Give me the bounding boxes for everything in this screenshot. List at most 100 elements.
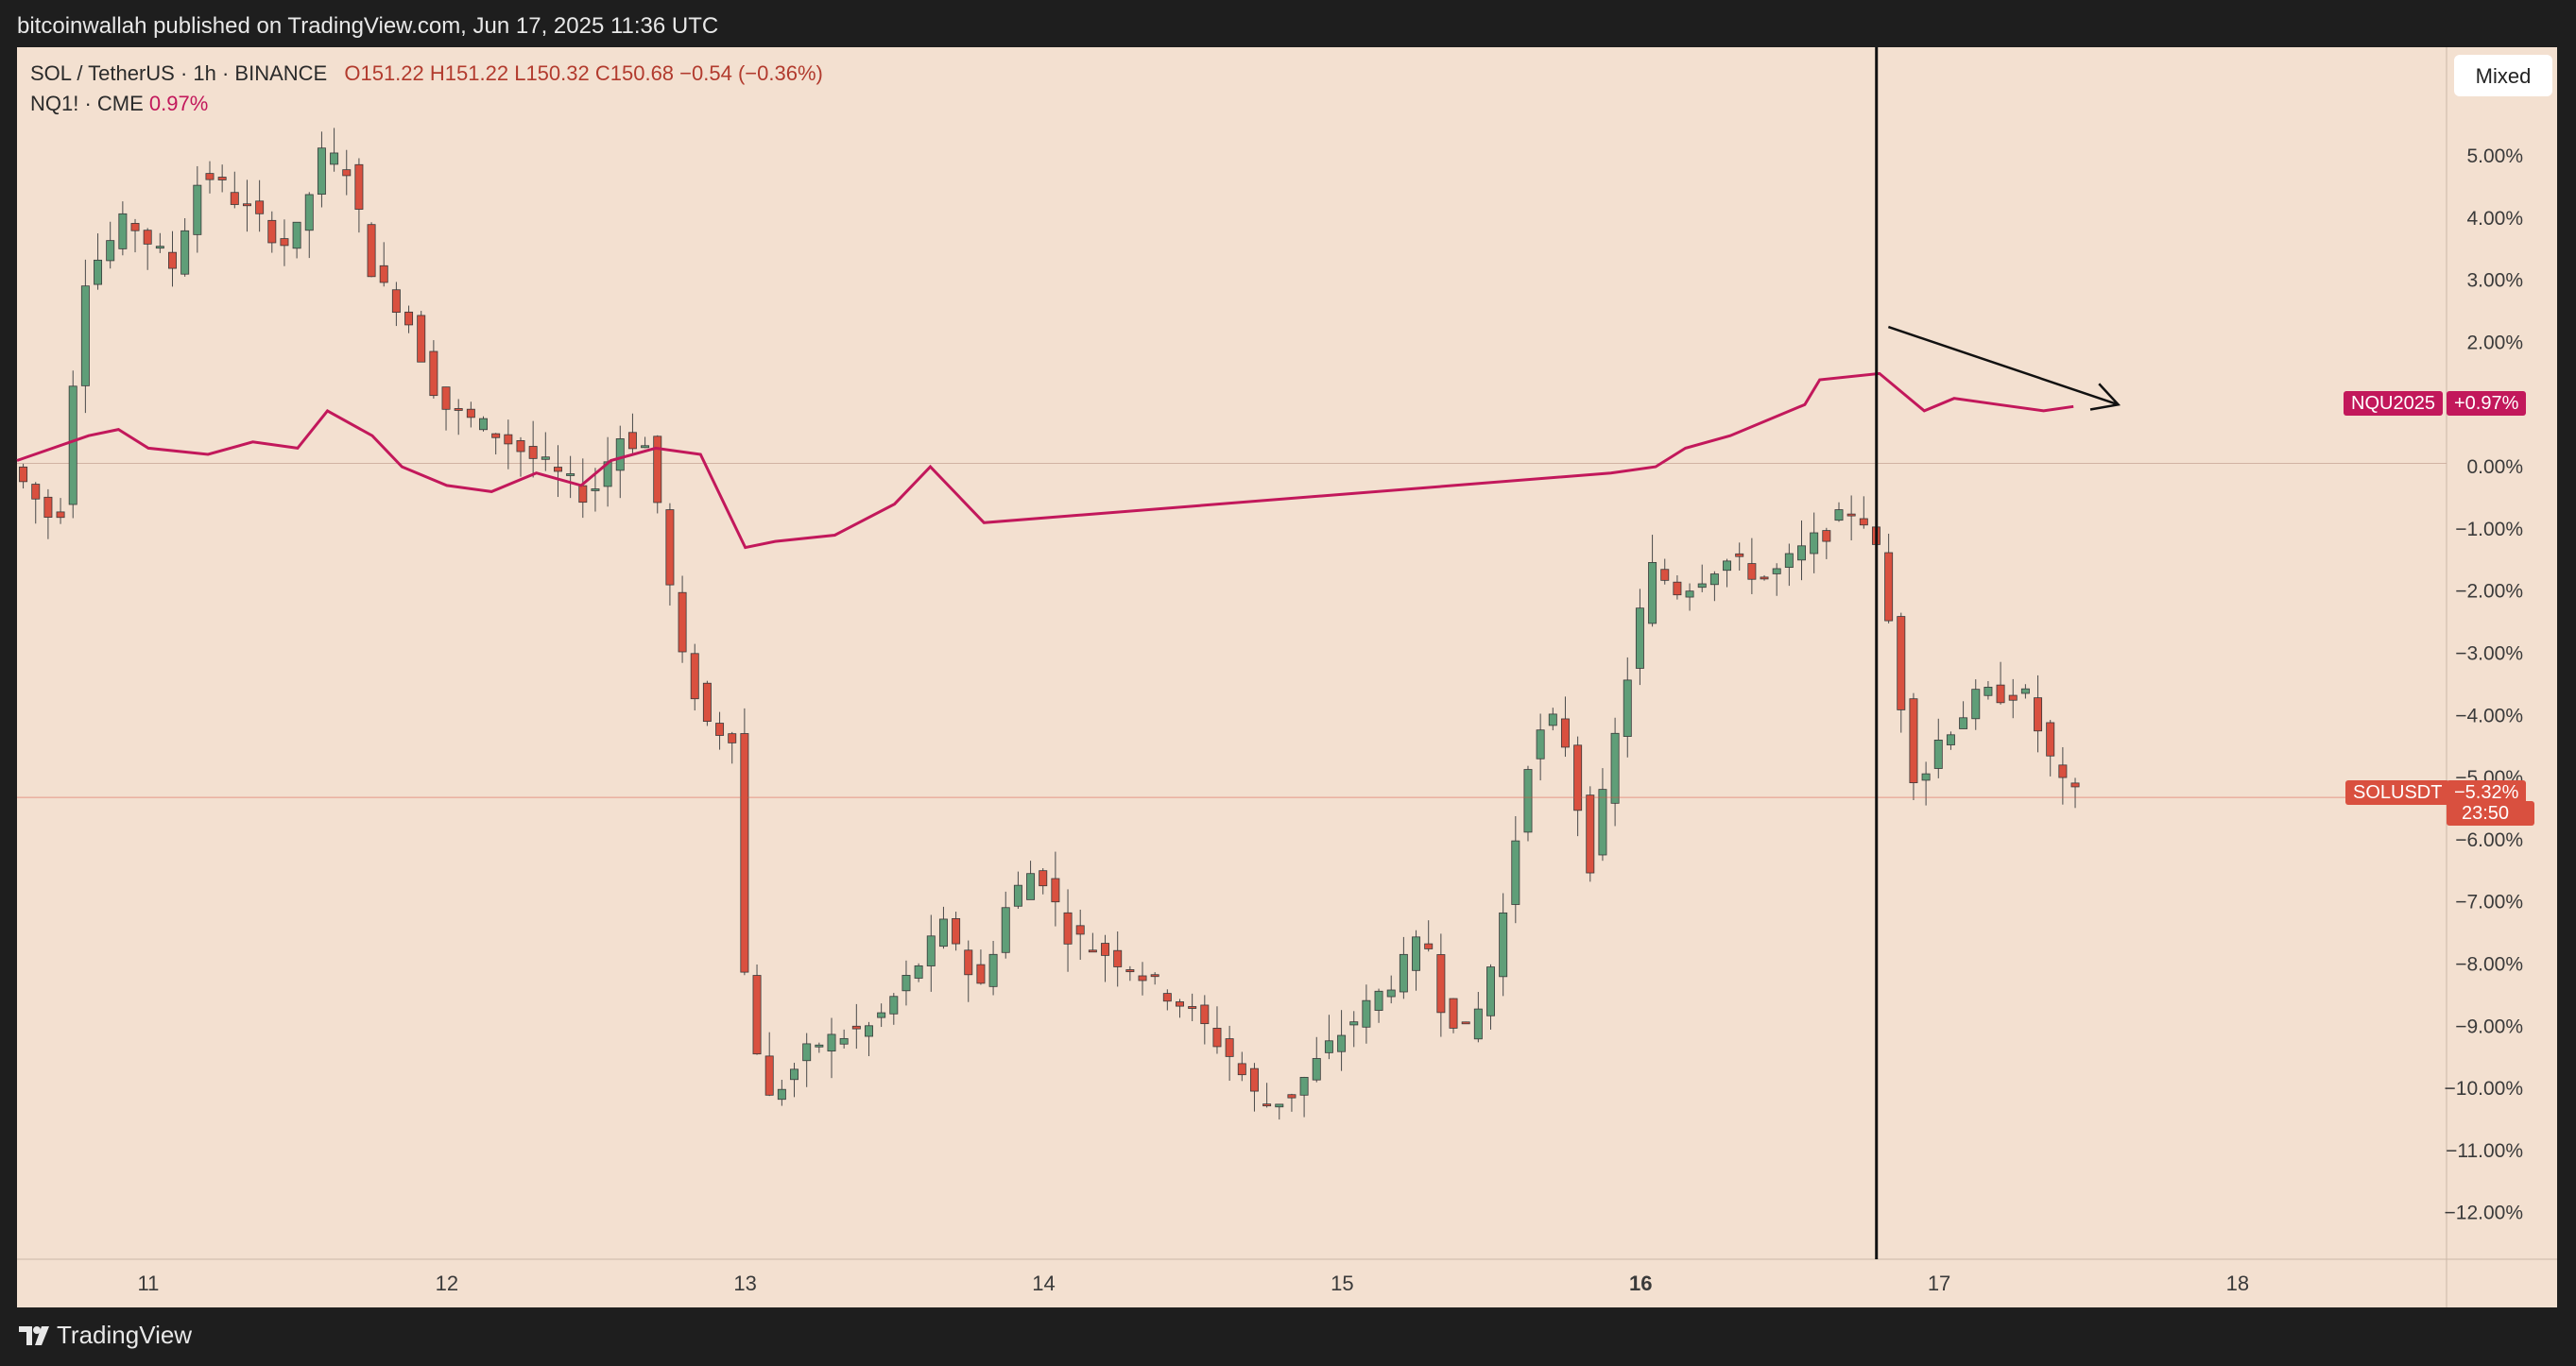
candle-body (777, 1088, 786, 1101)
sol-name-badge: SOLUSDT (2345, 780, 2450, 805)
trend-arrow[interactable] (1887, 325, 2121, 411)
candle-body (1249, 1067, 1259, 1092)
candle-body (1859, 518, 1868, 526)
candle-body (1324, 1040, 1333, 1053)
nq-value-badge: +0.97% (2447, 391, 2527, 416)
y-tick-label: −8.00% (2455, 953, 2523, 975)
candle-body (43, 496, 53, 518)
candle-body (1984, 687, 1993, 696)
candle-body (255, 200, 265, 214)
candle-body (553, 467, 562, 472)
candle-body (964, 949, 973, 976)
candle-body (1412, 936, 1421, 971)
candle-body (441, 386, 451, 410)
candle-body (1709, 573, 1719, 586)
candle-body (1138, 975, 1147, 982)
candle-body (466, 408, 475, 418)
candle-body (2058, 764, 2068, 778)
candle-body (180, 230, 190, 275)
candle-body (1560, 718, 1570, 748)
candle-body (1959, 717, 1968, 729)
legend-high: H151.22 (429, 61, 509, 85)
candle-body (889, 996, 899, 1015)
nq-compare-line (16, 371, 2074, 550)
candle-body (1897, 616, 1906, 710)
candle-body (1225, 1038, 1234, 1057)
y-tick-label: 2.00% (2466, 333, 2523, 354)
candle-body (1660, 569, 1670, 581)
candle-body (2008, 694, 2018, 701)
candle-body (330, 152, 339, 165)
candle-body (764, 1055, 774, 1096)
candle-body (827, 1033, 836, 1052)
x-tick-label: 13 (733, 1272, 756, 1295)
candle-body (217, 177, 227, 180)
candle-body (1312, 1058, 1321, 1081)
candle-body (491, 433, 501, 438)
candle-body (1996, 684, 2005, 704)
candle-body (1162, 993, 1172, 1002)
candle-body (1523, 769, 1533, 833)
candle-body (155, 246, 164, 249)
candle-body (80, 285, 90, 386)
candle-body (1909, 698, 1918, 784)
candle-body (839, 1037, 849, 1045)
sol-value-badge: −5.32% (2447, 780, 2527, 805)
candle-body (106, 240, 115, 262)
candle-body (1648, 562, 1657, 624)
candle-body (1822, 530, 1831, 542)
candle-body (1536, 729, 1545, 760)
candle-body (404, 311, 414, 326)
candle-body (1188, 1006, 1197, 1009)
candle-body (1921, 773, 1931, 781)
candle-body (1337, 1034, 1347, 1052)
candle-body (94, 259, 103, 285)
candle-body (914, 965, 923, 979)
x-tick-label: 17 (1928, 1272, 1950, 1295)
candle-body (1362, 999, 1371, 1028)
candle-body (1212, 1027, 1222, 1048)
x-tick-label: 16 (1629, 1272, 1652, 1295)
candle-body (1623, 679, 1632, 737)
candle-body (280, 238, 289, 247)
candle-body (653, 435, 662, 504)
candle-body (516, 440, 525, 452)
mixed-scale-button[interactable]: Mixed (2454, 55, 2552, 96)
candle-body (752, 975, 762, 1055)
tradingview-footer: TradingView (0, 1307, 2576, 1366)
arrow-head (2089, 383, 2121, 411)
candle-body (1101, 943, 1110, 956)
candle-body (1473, 1008, 1483, 1040)
candle-body (367, 224, 376, 278)
published-text: bitcoinwallah published on TradingView.c… (17, 13, 719, 39)
candle-body (1635, 607, 1644, 669)
candle-body (1386, 989, 1396, 998)
candle-body (1846, 513, 1856, 517)
candle-body (205, 173, 215, 180)
candle-body (317, 147, 326, 196)
candle-body (740, 733, 749, 973)
candle-body (1784, 553, 1794, 569)
candle-body (1349, 1021, 1359, 1026)
candle-body (1486, 966, 1495, 1016)
candle-body (815, 1044, 824, 1048)
candle-body (1424, 943, 1434, 949)
candle-body (591, 488, 600, 491)
candle-body (1436, 954, 1446, 1014)
candle-body (130, 223, 140, 231)
legend-close: C150.68 (594, 61, 675, 85)
candle-body (168, 251, 177, 269)
y-tick-label: −2.00% (2455, 581, 2523, 603)
candle-body (902, 975, 911, 992)
candle-body (19, 466, 28, 483)
candle-body (715, 723, 725, 736)
candle-body (1150, 974, 1159, 978)
y-tick-label: −9.00% (2455, 1016, 2523, 1037)
candle-body (802, 1043, 812, 1062)
chart-background (17, 47, 2447, 1307)
candle-body (68, 385, 77, 505)
nq-name-badge: NQU2025 (2344, 391, 2443, 416)
y-tick-label: −7.00% (2455, 892, 2523, 914)
candle-body (230, 192, 239, 205)
